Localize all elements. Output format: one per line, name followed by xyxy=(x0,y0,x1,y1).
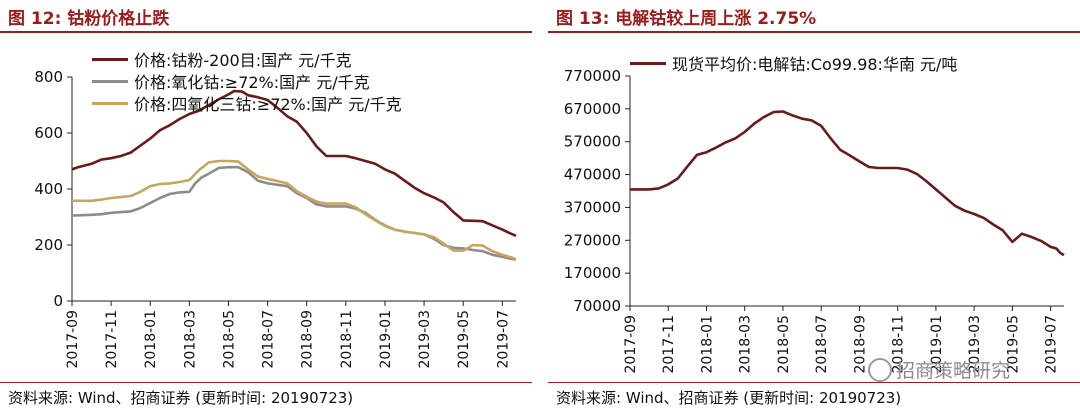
chart-right: 70000 170000 270000 370000 470000 570000 67000… xyxy=(564,67,1065,374)
legend-item: 价格:钴粉-200目:国产 元/千克 xyxy=(92,48,402,70)
source-note: 资料来源: Wind、招商证券 (更新时间: 20190723) xyxy=(8,389,354,407)
x-tick-label: 2018-09 xyxy=(300,310,316,369)
y-tick-label: 0 xyxy=(53,292,63,310)
series-line-2 xyxy=(71,165,517,261)
chart-legend: 价格:钴粉-200目:国产 元/千克 价格:氧化钴:≥72%:国产 元/千克价格:… xyxy=(92,48,402,114)
watermark-text: 招商策略研究 xyxy=(896,360,1011,382)
y-tick-label: 170000 xyxy=(564,264,621,282)
y-tick-label: 600 xyxy=(34,124,63,142)
legend-label: 现货平均价:电解钴:Co99.98:华南 元/吨 xyxy=(672,55,958,74)
x-tick-label: 2019-01 xyxy=(378,310,394,369)
title-rule xyxy=(0,31,532,33)
x-tick-label: 2019-03 xyxy=(967,315,983,374)
legend-item: 价格:氧化钴:≥72%:国产 元/千克 xyxy=(92,70,402,92)
legend-swatch xyxy=(630,61,666,65)
x-tick-label: 2018-03 xyxy=(738,315,754,374)
y-tick-label: 270000 xyxy=(564,231,621,249)
x-tick-label: 2019-01 xyxy=(929,315,945,374)
x-tick-label: 2019-05 xyxy=(1005,315,1021,374)
x-tick-label: 2019-05 xyxy=(456,310,472,369)
legend-swatch xyxy=(92,101,128,105)
watermark: 招商策略研究 xyxy=(868,356,1010,383)
y-tick-label: 400 xyxy=(34,180,63,198)
legend-swatch xyxy=(92,57,128,61)
x-tick-label: 2018-07 xyxy=(261,310,277,369)
x-tick-label: 2019-03 xyxy=(417,310,433,369)
wechat-icon xyxy=(868,357,892,382)
legend-label: 价格:钴粉-200目:国产 元/千克 xyxy=(134,51,352,70)
source-rule xyxy=(0,382,532,383)
x-tick-label: 2017-09 xyxy=(65,310,81,369)
x-tick-label: 2017-11 xyxy=(661,315,677,374)
series-line-1 xyxy=(630,110,1065,257)
y-tick-label: 370000 xyxy=(564,198,621,216)
x-tick-label: 2018-05 xyxy=(776,315,792,374)
x-tick-label: 2018-05 xyxy=(221,310,237,369)
source-rule xyxy=(548,382,1080,383)
x-tick-label: 2018-11 xyxy=(339,310,355,369)
source-note: 资料来源: Wind、招商证券 (更新时间: 20190723) xyxy=(556,389,902,407)
title-rule xyxy=(548,31,1080,33)
chart-panel-right: 图 13: 电解钴较上周上涨 2.75% 70000 170000 270000 37… xyxy=(548,0,1080,416)
x-tick-label: 2018-11 xyxy=(891,315,907,374)
x-tick-label: 2018-03 xyxy=(182,310,198,369)
figure-title: 图 13: 电解钴较上周上涨 2.75% xyxy=(556,9,817,29)
series-line-3 xyxy=(72,159,517,261)
series-line-1 xyxy=(71,89,517,237)
x-tick-label: 2018-01 xyxy=(143,310,159,369)
legend-swatch xyxy=(92,79,128,83)
chart-legend: 现货平均价:电解钴:Co99.98:华南 元/吨 xyxy=(630,52,957,74)
legend-label: 价格:四氧化三钴:≥72%:国产 元/千克 xyxy=(134,95,402,114)
legend-item: 现货平均价:电解钴:Co99.98:华南 元/吨 xyxy=(630,52,957,74)
y-tick-label: 470000 xyxy=(564,166,621,184)
y-tick-label: 670000 xyxy=(564,100,621,118)
chart-panel-left: 图 12: 钴粉价格止跌 0 200 400 600 800 2017-09 2017-11… xyxy=(0,0,532,416)
legend-item: 价格:四氧化三钴:≥72%:国产 元/千克 xyxy=(92,92,402,114)
x-tick-label: 2018-09 xyxy=(852,315,868,374)
y-tick-label: 800 xyxy=(34,68,63,86)
legend-label: 价格:氧化钴:≥72%:国产 元/千克 xyxy=(134,73,370,92)
x-tick-label: 2019-07 xyxy=(1044,315,1060,374)
y-tick-label: 770000 xyxy=(564,67,621,85)
x-tick-label: 2018-07 xyxy=(814,315,830,374)
y-tick-label: 70000 xyxy=(573,297,621,315)
x-tick-label: 2018-01 xyxy=(699,315,715,374)
figure-title: 图 12: 钴粉价格止跌 xyxy=(8,9,170,29)
x-tick-label: 2019-07 xyxy=(495,310,511,369)
y-tick-label: 570000 xyxy=(564,133,621,151)
y-tick-label: 200 xyxy=(34,236,63,254)
x-tick-label: 2017-11 xyxy=(104,310,120,369)
x-tick-label: 2017-09 xyxy=(623,315,639,374)
chart-left: 0 200 400 600 800 2017-09 2017-11 2018-01 2018-0… xyxy=(34,68,517,369)
